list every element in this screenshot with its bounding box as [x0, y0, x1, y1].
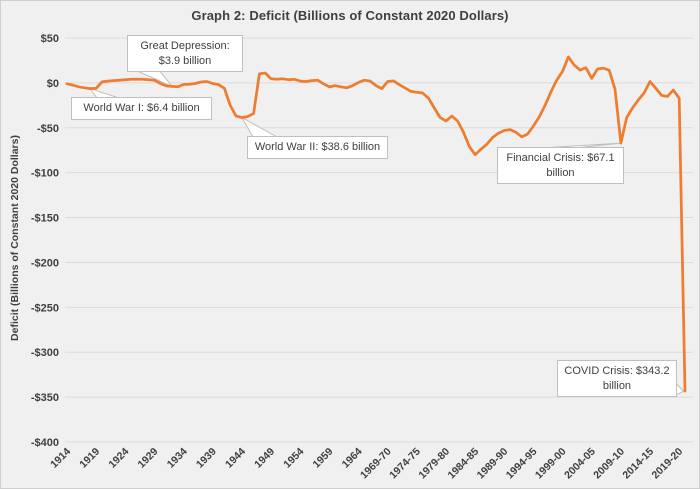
x-tick-label: 1919 [77, 446, 102, 471]
y-tick-label: $50 [41, 33, 59, 45]
annotation-financial-crisis: Financial Crisis: $67.1 billion [497, 147, 624, 184]
y-tick-label: -$400 [31, 437, 59, 449]
annotation-world-war-1: World War I: $6.4 billion [71, 97, 212, 120]
y-axis-title: Deficit (Billions of Constant 2020 Dolla… [9, 135, 21, 341]
x-tick-label: 1949 [252, 446, 277, 471]
y-tick-label: $0 [47, 78, 59, 90]
x-tick-label: 1979-80 [416, 446, 452, 482]
x-tick-label: 1939 [194, 446, 219, 471]
callout-leader [675, 381, 685, 396]
x-tick-label: 1964 [340, 446, 365, 471]
x-tick-label: 1929 [136, 446, 161, 471]
y-tick-label: -$100 [31, 168, 59, 180]
x-tick-label: 1959 [310, 446, 335, 471]
x-tick-label: 1914 [48, 446, 73, 471]
deficit-line [65, 55, 687, 393]
x-tick-label: 2004-05 [562, 446, 598, 482]
x-tick-label: 1954 [281, 446, 306, 471]
y-tick-label: -$250 [31, 302, 59, 314]
y-tick-label: -$350 [31, 392, 59, 404]
chart-title: Graph 2: Deficit (Billions of Constant 2… [191, 8, 509, 23]
callout-leader [240, 116, 279, 138]
x-tick-label: 1989-90 [475, 446, 511, 482]
x-tick-label: 2019-20 [650, 446, 686, 482]
annotation-world-war-2: World War II: $38.6 billion [247, 136, 388, 159]
x-tick-label: 1994-95 [504, 446, 540, 482]
x-tick-label: 1969-70 [358, 446, 394, 482]
annotation-great-depression: Great Depression: $3.9 billion [127, 35, 243, 72]
y-tick-label: -$50 [37, 123, 59, 135]
x-tick-label: 1999-00 [533, 446, 569, 482]
x-tick-label: 1984-85 [445, 446, 481, 482]
y-tick-label: -$300 [31, 347, 59, 359]
y-tick-label: -$200 [31, 257, 59, 269]
x-tick-label: 2014-15 [620, 446, 656, 482]
x-tick-label: 2009-10 [591, 446, 627, 482]
x-tick-label: 1924 [106, 446, 131, 471]
annotation-covid-crisis: COVID Crisis: $343.2 billion [557, 360, 677, 397]
y-tick-label: -$150 [31, 213, 59, 225]
x-tick-label: 1934 [165, 446, 190, 471]
x-tick-label: 1944 [223, 446, 248, 471]
x-tick-label: 1974-75 [387, 446, 423, 482]
